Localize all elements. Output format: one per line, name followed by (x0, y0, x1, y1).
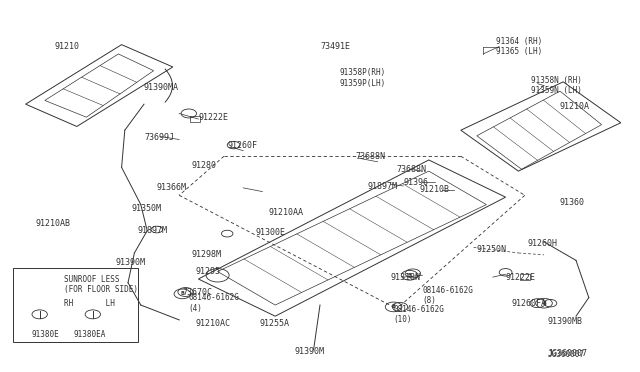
Text: RH       LH: RH LH (64, 299, 115, 308)
Text: JG360007: JG360007 (547, 349, 588, 358)
Text: 91380E: 91380E (32, 330, 60, 339)
Text: 91260F: 91260F (227, 141, 257, 150)
Text: JG360007: JG360007 (547, 350, 584, 359)
Text: 91295: 91295 (195, 267, 220, 276)
Text: 91298M: 91298M (192, 250, 222, 259)
Text: 08146-6162G
(4): 08146-6162G (4) (189, 294, 239, 313)
Text: 73491E: 73491E (320, 42, 350, 51)
Text: 91364 (RH)
91365 (LH): 91364 (RH) 91365 (LH) (496, 37, 542, 56)
Text: 91280: 91280 (192, 161, 217, 170)
Text: 91897M: 91897M (138, 226, 168, 235)
Text: 91255A: 91255A (259, 319, 289, 328)
Text: 73670C: 73670C (182, 288, 212, 296)
Text: 91210B: 91210B (419, 185, 449, 194)
Text: 91210: 91210 (54, 42, 79, 51)
Text: 91350M: 91350M (131, 204, 161, 213)
Text: 91390M: 91390M (115, 258, 145, 267)
Text: 91250N: 91250N (477, 245, 507, 254)
Text: 91366M: 91366M (157, 183, 187, 192)
Text: B: B (180, 291, 184, 296)
Text: 91260H: 91260H (528, 239, 558, 248)
Text: 91380EA: 91380EA (74, 330, 106, 339)
Text: 91300E: 91300E (256, 228, 286, 237)
Text: B: B (392, 304, 396, 310)
Text: 73688N: 73688N (355, 152, 385, 161)
Text: 91222E: 91222E (506, 273, 536, 282)
Text: 91260FA: 91260FA (512, 299, 547, 308)
Text: 91897M: 91897M (368, 182, 398, 190)
Bar (520, 274, 530, 280)
Bar (13, 268, 138, 342)
Text: 91210AB: 91210AB (35, 219, 70, 228)
Text: 08146-6162G
(10): 08146-6162G (10) (394, 305, 444, 324)
Bar (190, 116, 200, 122)
Text: 91390MB: 91390MB (547, 317, 582, 326)
Text: 73699J: 73699J (144, 133, 174, 142)
Text: 91318N: 91318N (390, 273, 420, 282)
Text: 91396: 91396 (403, 178, 428, 187)
Text: 91222E: 91222E (198, 113, 228, 122)
Text: 91358N (RH)
91359N (LH): 91358N (RH) 91359N (LH) (531, 76, 582, 95)
Text: B: B (542, 301, 546, 306)
Text: 91358P(RH)
91359P(LH): 91358P(RH) 91359P(LH) (339, 68, 385, 88)
Text: 91360: 91360 (560, 198, 585, 207)
Text: 91210A: 91210A (560, 102, 590, 110)
Text: 91210AA: 91210AA (269, 208, 304, 217)
Text: 08146-6162G
(8): 08146-6162G (8) (422, 286, 473, 305)
Text: 91210AC: 91210AC (195, 319, 230, 328)
Text: SUNROOF LESS
(FOR FLOOR SIDE): SUNROOF LESS (FOR FLOOR SIDE) (64, 275, 138, 294)
Text: 73688N: 73688N (397, 165, 427, 174)
Text: B: B (408, 273, 412, 278)
Text: 91390MA: 91390MA (144, 83, 179, 92)
Text: 91390M: 91390M (294, 347, 324, 356)
